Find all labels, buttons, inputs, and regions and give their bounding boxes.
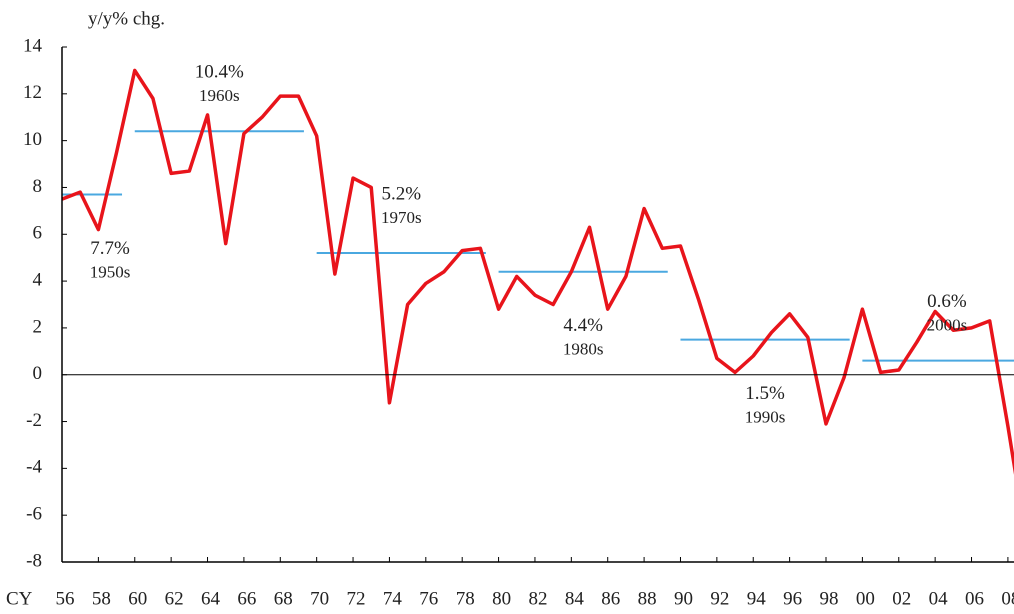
x-tick-label: 86 (601, 588, 620, 609)
x-tick-label: 72 (347, 588, 366, 609)
average-decade-label: 1970s (381, 208, 422, 227)
average-decade-label: 1980s (563, 340, 604, 359)
x-tick-label: 00 (856, 588, 875, 609)
x-tick-label: 08 (1001, 588, 1014, 609)
y-tick-label: -6 (26, 504, 42, 525)
x-tick-label: 76 (419, 588, 438, 609)
x-tick-label: 88 (638, 588, 657, 609)
x-tick-label: 56 (56, 588, 75, 609)
x-tick-label: 62 (165, 588, 184, 609)
y-tick-label: 10 (23, 129, 42, 150)
x-tick-label: 60 (128, 588, 147, 609)
average-decade-label: 1950s (90, 262, 131, 281)
x-tick-label: 94 (747, 588, 767, 609)
x-axis-label: CY (6, 588, 33, 609)
x-tick-label: 66 (237, 588, 256, 609)
y-axis-label: y/y% chg. (88, 8, 165, 29)
y-tick-label: 12 (23, 82, 42, 103)
x-tick-label: 68 (274, 588, 293, 609)
x-tick-label: 98 (820, 588, 839, 609)
average-value-label: 5.2% (381, 183, 421, 204)
x-tick-label: 80 (492, 588, 511, 609)
x-tick-label: 70 (310, 588, 329, 609)
plot-area (61, 68, 1014, 475)
x-tick-label: 74 (383, 588, 403, 609)
x-tick-label: 04 (929, 588, 949, 609)
average-value-label: 7.7% (90, 238, 130, 259)
average-decade-label: 1960s (199, 86, 240, 105)
x-tick-label: 82 (528, 588, 547, 609)
y-tick-label: 8 (33, 176, 43, 197)
average-value-label: 4.4% (563, 315, 603, 336)
average-value-label: 10.4% (195, 62, 244, 83)
x-tick-label: 90 (674, 588, 693, 609)
y-tick-label: 6 (33, 223, 43, 244)
y-tick-label: 4 (33, 269, 43, 290)
y-tick-label: -2 (26, 410, 42, 431)
x-tick-label: 96 (783, 588, 802, 609)
x-tick-label: 84 (565, 588, 585, 609)
y-tick-label: 0 (33, 363, 43, 384)
y-tick-label: 2 (33, 316, 43, 337)
average-decade-label: 1990s (745, 408, 786, 427)
average-value-label: 1.5% (745, 383, 785, 404)
x-tick-label: 02 (892, 588, 911, 609)
x-tick-label: 06 (965, 588, 984, 609)
y-tick-label: 14 (23, 35, 43, 56)
y-tick-label: -8 (26, 550, 42, 571)
y-tick-label: -4 (26, 457, 42, 478)
average-value-label: 0.6% (927, 291, 967, 312)
x-tick-label: 64 (201, 588, 221, 609)
x-tick-label: 58 (92, 588, 111, 609)
average-decade-label: 2000s (927, 316, 968, 335)
data-line (61, 68, 1014, 475)
x-tick-label: 78 (456, 588, 475, 609)
x-tick-label: 92 (710, 588, 729, 609)
